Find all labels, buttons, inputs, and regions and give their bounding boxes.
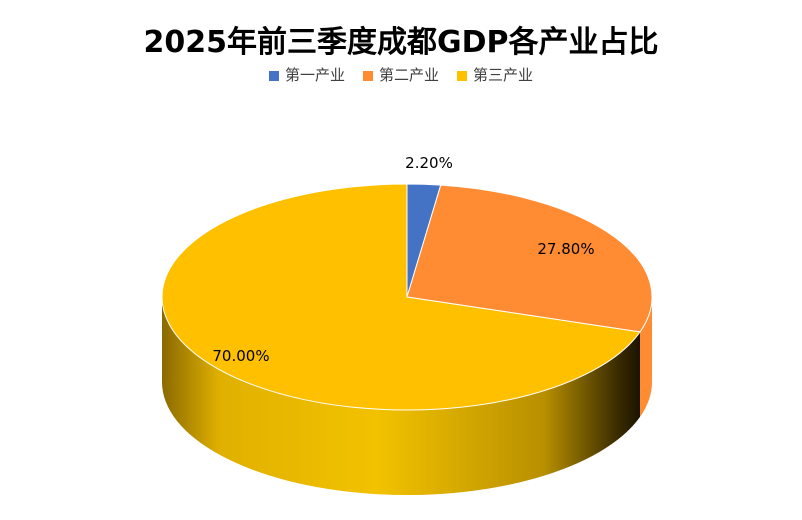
data-labels: 2.20% 27.80% 70.00%	[212, 154, 594, 365]
pie-side-3	[162, 297, 641, 495]
pie-sides	[162, 297, 652, 495]
legend-item-2: 第二产业	[362, 66, 439, 84]
data-label-3: 70.00%	[212, 347, 269, 365]
pie-side-2	[640, 297, 652, 417]
data-label-2: 27.80%	[537, 240, 594, 258]
legend-label-1: 第一产业	[285, 66, 345, 84]
legend-swatch-1	[268, 71, 279, 81]
chart-title: 2025年前三季度成都GDP各产业占比	[143, 25, 658, 60]
legend-swatch-3	[457, 71, 468, 81]
legend-item-3: 第三产业	[457, 66, 533, 84]
legend-swatch-2	[362, 71, 373, 81]
legend-label-2: 第二产业	[379, 66, 439, 84]
chart-legend: 第一产业 第二产业 第三产业	[268, 66, 533, 84]
pie-top	[161, 183, 653, 411]
pie-slice-3	[161, 183, 641, 411]
legend-item-1: 第一产业	[268, 66, 345, 84]
pie-slice-2	[406, 184, 653, 333]
data-label-1: 2.20%	[405, 154, 453, 172]
legend-label-3: 第三产业	[473, 66, 533, 84]
